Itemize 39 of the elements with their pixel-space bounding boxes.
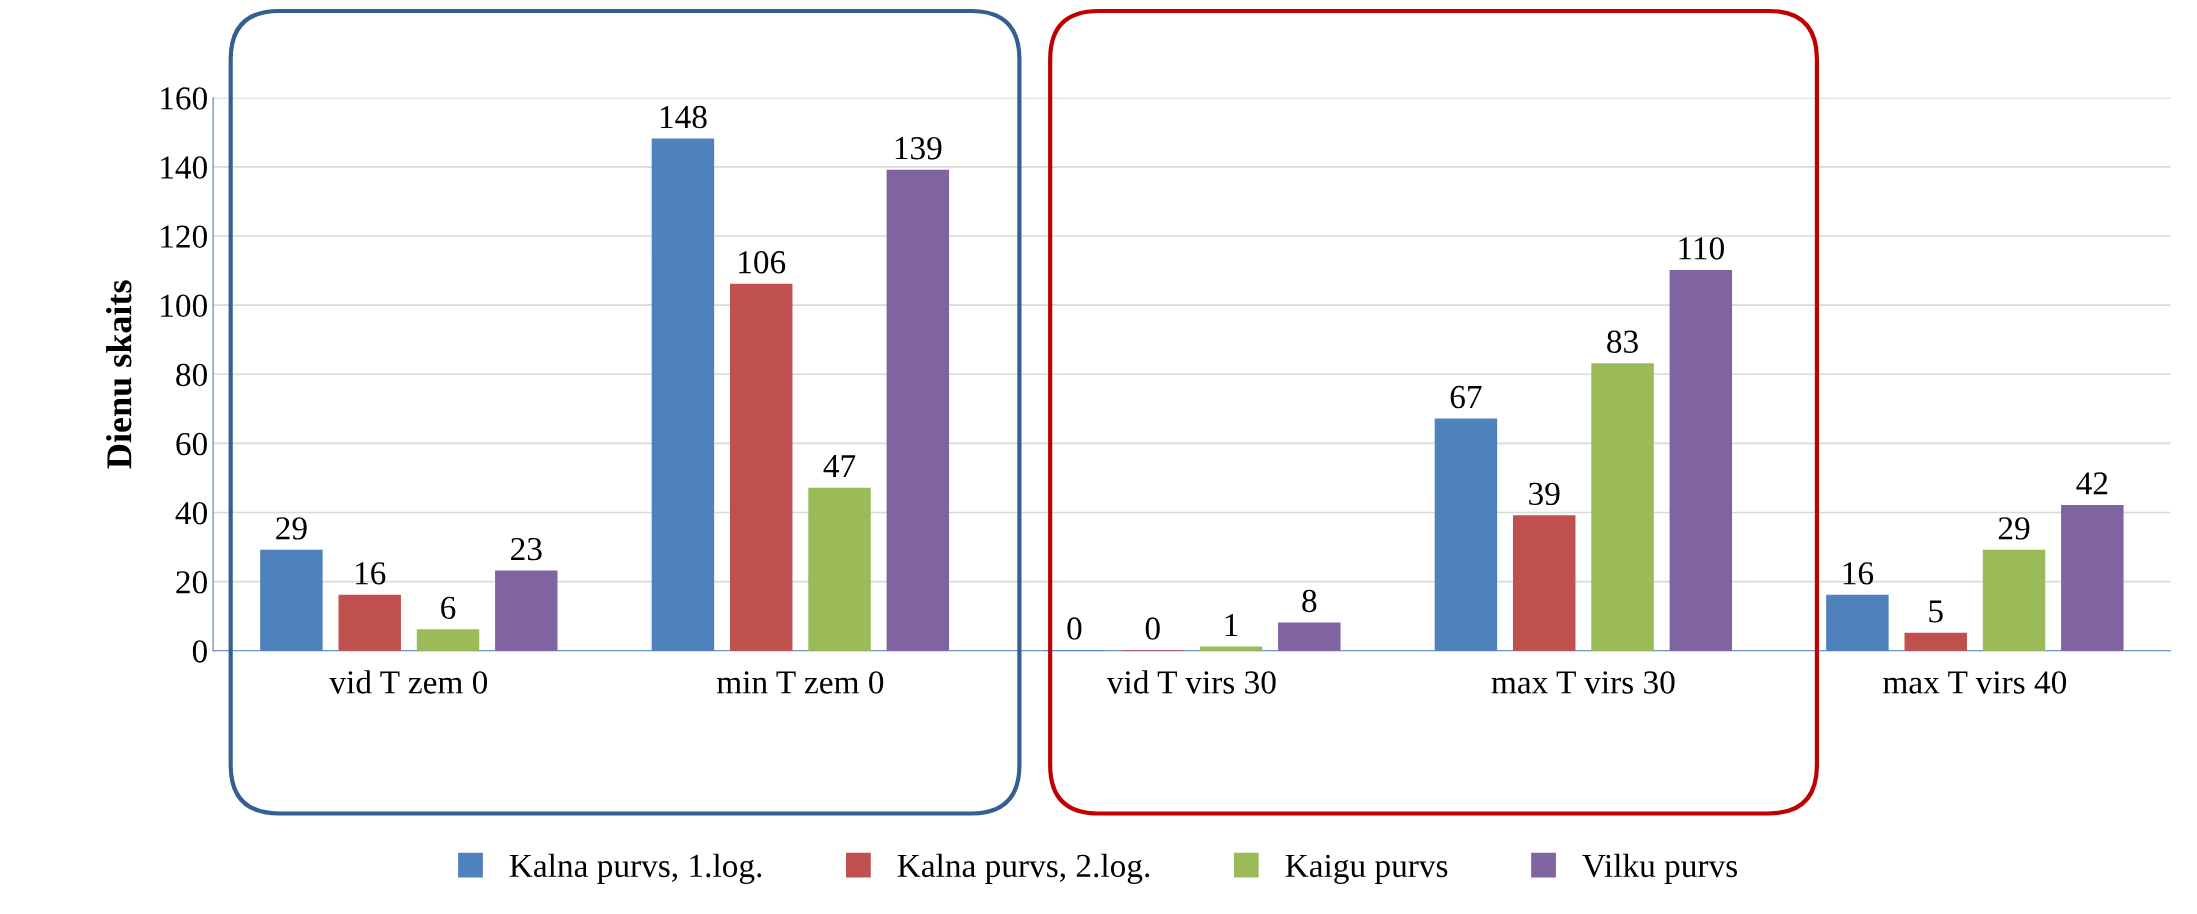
x-tick-label: vid T zem 0 xyxy=(329,670,488,694)
legend-label: Kaigu purvs xyxy=(1285,854,1448,884)
data-label: 67 xyxy=(1450,385,1482,409)
x-tick-label: max T virs 40 xyxy=(1883,671,2067,694)
data-label: 110 xyxy=(1679,237,1724,260)
x-tick-label: max T virs 30 xyxy=(1491,671,1675,694)
data-label: 39 xyxy=(1529,482,1560,506)
data-label: 83 xyxy=(1607,330,1638,353)
y-tick-label: 20 xyxy=(176,571,207,594)
data-label: 29 xyxy=(1998,517,2030,540)
data-label: 148 xyxy=(660,105,707,129)
data-label: 1 xyxy=(1225,614,1238,637)
legend-label: Kalna purvs, 2.log. xyxy=(897,853,1150,884)
data-label: 6 xyxy=(441,596,456,620)
y-tick-label: 120 xyxy=(161,225,207,248)
y-tick-label: 60 xyxy=(176,432,207,456)
data-label: 106 xyxy=(739,250,786,274)
data-label: 23 xyxy=(511,537,542,561)
data-label: 0 xyxy=(1067,617,1082,640)
legend-label: Kalna purvs, 1.log. xyxy=(509,853,762,884)
data-label: 5 xyxy=(1929,600,1943,623)
y-tick-label: 160 xyxy=(161,87,207,110)
x-tick-label: min T zem 0 xyxy=(716,671,884,694)
data-label: 139 xyxy=(895,137,942,160)
data-label: 29 xyxy=(276,517,307,540)
data-label: 0 xyxy=(1145,617,1160,640)
y-tick-label: 40 xyxy=(175,501,207,525)
y-axis-title: Dienu skaits xyxy=(106,280,132,469)
data-label: 42 xyxy=(2076,472,2108,495)
y-tick-label: 100 xyxy=(161,294,207,318)
data-label: 8 xyxy=(1302,589,1317,613)
data-label: 47 xyxy=(823,455,856,478)
y-tick-label: 80 xyxy=(176,363,207,387)
legend-label: Vilku purvs xyxy=(1582,853,1737,884)
x-tick-label: vid T virs 30 xyxy=(1106,670,1276,694)
y-tick-label: 140 xyxy=(161,156,207,179)
data-label: 16 xyxy=(1843,562,1874,585)
data-label: 16 xyxy=(355,562,386,585)
y-tick-label: 0 xyxy=(192,640,207,663)
